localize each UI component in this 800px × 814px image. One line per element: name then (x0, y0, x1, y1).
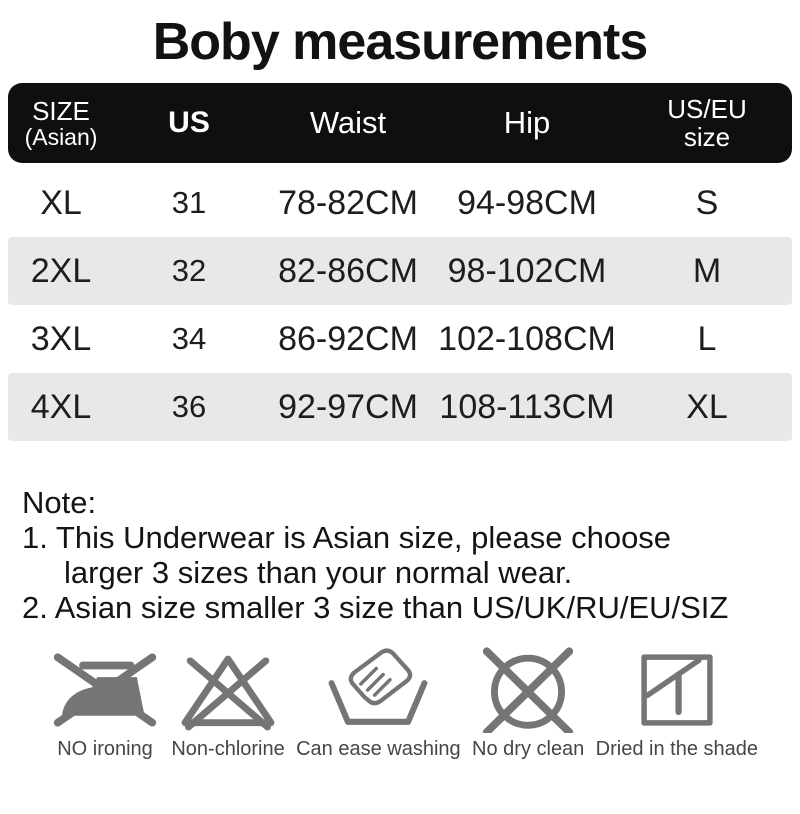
care-symbols-row: NO ironing Non-chlorine Can ease washing… (50, 647, 758, 761)
cell-useu: XL (686, 387, 728, 426)
header-size-label: SIZE (32, 95, 90, 126)
header-cell-size-asian: SIZE (Asian) (8, 95, 114, 150)
note-item2: 2. Asian size smaller 3 size than US/UK/… (22, 590, 729, 625)
table-row-xl: XL 31 78-82CM 94-98CM S (8, 169, 792, 237)
care-item: Non-chlorine (171, 647, 285, 761)
header-cell-waist: Waist (309, 105, 387, 140)
cell-hip: 94-98CM (457, 183, 597, 222)
header-cell-us-eu-size: US/EU size (622, 95, 792, 151)
header-useu-label: US/EU (667, 93, 747, 124)
header-cell-us: US (168, 106, 210, 139)
cell-size: 2XL (30, 251, 92, 290)
no-ironing-icon (53, 653, 157, 727)
cell-waist: 86-92CM (278, 319, 418, 358)
care-item: NO ironing (50, 647, 160, 761)
care-label: No dry clean (472, 738, 585, 760)
header-size2-label: size (683, 122, 731, 152)
non-chlorine-bleach-icon (181, 655, 275, 731)
size-table: SIZE (Asian) US Waist Hip US/EU size XL … (8, 83, 792, 441)
care-label: Can ease washing (296, 738, 461, 760)
cell-us: 31 (171, 185, 207, 220)
care-item: Dried in the shade (596, 647, 758, 761)
cell-hip: 98-102CM (447, 251, 607, 290)
note-section: Note: 1. This Underwear is Asian size, p… (22, 485, 790, 625)
care-label: Dried in the shade (595, 738, 758, 760)
cell-useu: S (695, 183, 719, 222)
cell-us: 36 (171, 389, 207, 424)
cell-waist: 78-82CM (278, 183, 418, 222)
table-row-3xl: 3XL 34 86-92CM 102-108CM L (8, 305, 792, 373)
note-item1-line1: 1. This Underwear is Asian size, please … (22, 520, 672, 555)
cell-useu: L (697, 319, 717, 358)
cell-hip: 102-108CM (438, 319, 616, 358)
no-dry-clean-icon (483, 647, 574, 733)
cell-hip: 108-113CM (439, 387, 615, 426)
header-cell-hip: Hip (503, 105, 551, 140)
care-label: NO ironing (57, 738, 153, 760)
table-row-4xl: 4XL 36 92-97CM 108-113CM XL (8, 373, 792, 441)
cell-size: 3XL (30, 319, 92, 358)
care-item: No dry clean (472, 647, 584, 761)
dry-in-shade-icon (641, 654, 713, 726)
table-body: XL 31 78-82CM 94-98CM S 2XL 32 82-86CM 9… (8, 169, 792, 441)
hand-wash-icon (328, 648, 428, 725)
cell-us: 32 (171, 253, 207, 288)
table-header-row: SIZE (Asian) US Waist Hip US/EU size (8, 83, 792, 163)
cell-us: 34 (171, 321, 207, 356)
note-item1-line2: larger 3 sizes than your normal wear. (64, 555, 573, 590)
cell-waist: 82-86CM (278, 251, 418, 290)
note-heading: Note: (22, 485, 97, 520)
cell-waist: 92-97CM (278, 387, 418, 426)
table-row-2xl: 2XL 32 82-86CM 98-102CM M (8, 237, 792, 305)
cell-size: 4XL (30, 387, 92, 426)
cell-useu: M (692, 251, 722, 290)
care-label: Non-chlorine (171, 738, 285, 760)
cell-size: XL (40, 183, 82, 222)
care-item: Can ease washing (296, 647, 461, 761)
header-asian-label: (Asian) (24, 123, 98, 150)
page-title: Boby measurements (152, 13, 649, 71)
